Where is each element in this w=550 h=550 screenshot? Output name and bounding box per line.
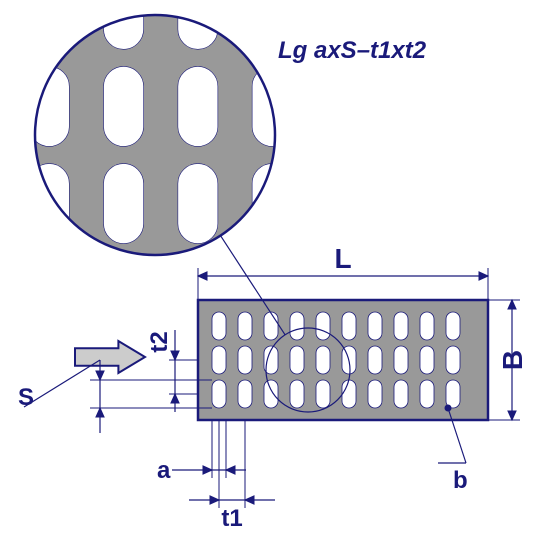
dim-a-label: a xyxy=(157,457,171,484)
perforated-sheet xyxy=(198,300,488,420)
direction-arrow xyxy=(75,341,145,373)
dim-t2-label: t2 xyxy=(146,331,173,352)
title-text: Lg axS–t1xt2 xyxy=(278,37,427,64)
dim-L-label: L xyxy=(334,243,351,274)
dim-t1-label: t1 xyxy=(221,505,242,532)
dim-B-label: B xyxy=(497,350,528,370)
dim-S-label: S xyxy=(18,384,34,411)
dim-b-label: b xyxy=(453,467,468,494)
